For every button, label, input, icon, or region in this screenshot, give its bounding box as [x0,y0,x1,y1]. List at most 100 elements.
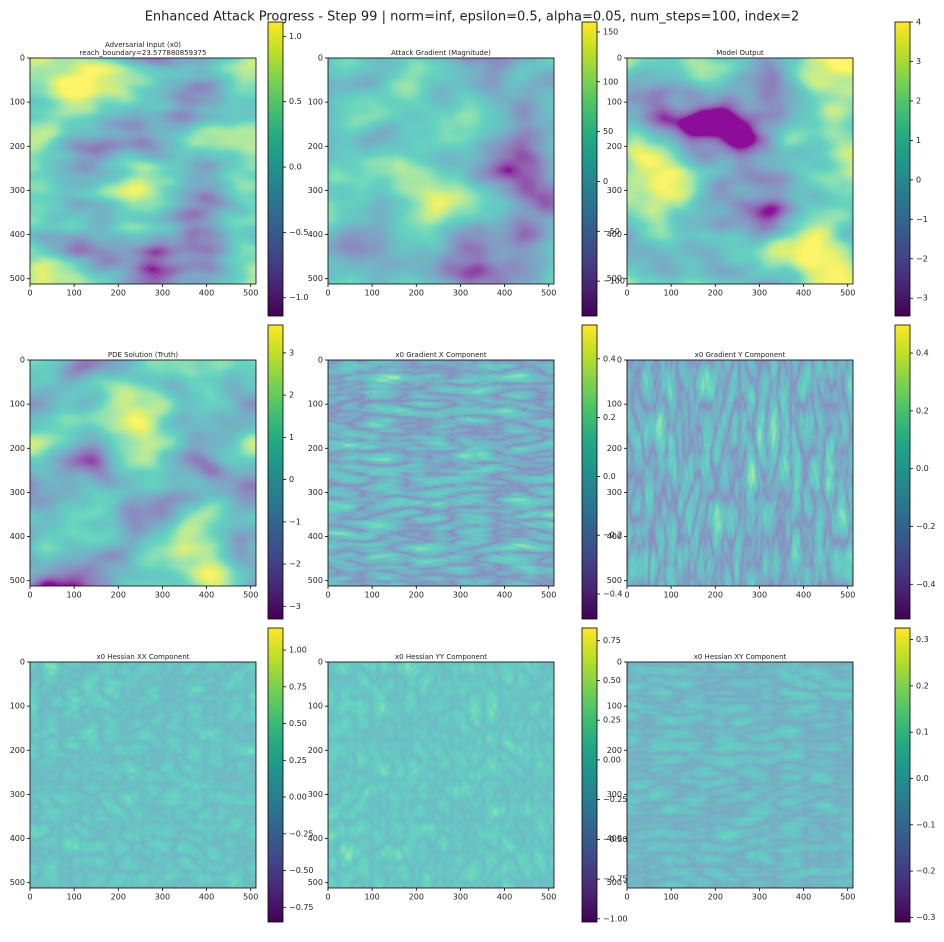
y-tick-label: 400 [10,532,25,541]
colorbar-tick-label: 0.50 [289,719,307,728]
colorbar [581,324,598,620]
colorbar-tick-label: 50 [603,127,613,136]
colorbar-tick-label: 0.1 [916,728,929,737]
x-tick-label: 0 [27,289,32,298]
colorbar-tick-label: 0.2 [916,406,929,415]
colorbar-tick-label: −1 [289,517,301,526]
y-tick-label: 100 [607,702,622,711]
colorbar-tick-label: −1 [916,215,928,224]
y-tick-label: 0 [617,54,622,63]
y-tick-label: 400 [607,834,622,843]
x-tick-label: 200 [409,289,424,298]
y-tick-label: 500 [308,878,323,887]
panel-title: PDE Solution (Truth) [108,351,178,359]
x-tick-label: 0 [325,591,330,600]
y-tick-label: 400 [607,230,622,239]
x-tick-label: 400 [199,591,214,600]
colorbar-tick-label: 0.00 [289,793,307,802]
axes-frame [626,661,854,889]
colorbar [581,21,598,317]
y-tick-label: 400 [308,532,323,541]
y-tick-label: 300 [607,186,622,195]
y-tick-label: 100 [10,98,25,107]
colorbar-tick-label: −0.5 [289,228,308,237]
x-tick-label: 200 [409,893,424,902]
y-tick-label: 400 [308,230,323,239]
colorbar-tick-label: −3 [289,602,301,611]
heatmap-image [627,360,853,586]
x-tick-label: 500 [840,591,855,600]
x-tick-label: 500 [243,289,258,298]
colorbar [894,324,911,620]
colorbar-tick-label: −50 [603,227,620,236]
axes-frame [29,661,257,889]
x-tick-label: 400 [796,289,811,298]
colorbar-tick-label: −0.50 [289,866,314,875]
colorbar-tick-label: 1 [916,136,921,145]
y-tick-label: 500 [607,274,622,283]
colorbar-tick-label: 0.50 [603,676,621,685]
panel-title: Attack Gradient (Magnitude) [391,49,491,57]
y-tick-label: 200 [607,444,622,453]
y-tick-label: 400 [607,532,622,541]
y-tick-label: 500 [607,878,622,887]
colorbar-tick-label: −0.3 [916,913,935,922]
colorbar-tick-label: 0.00 [603,755,621,764]
axes-frame [29,359,257,587]
colorbar-tick-label: −0.75 [603,875,628,884]
y-tick-label: 500 [10,274,25,283]
colorbar-tick-label: 3 [289,348,294,357]
y-tick-label: 0 [617,658,622,667]
colorbar-tick-label: −0.2 [916,867,935,876]
colorbar-tick-label: 0.4 [916,349,929,358]
y-tick-label: 100 [308,702,323,711]
y-tick-label: 500 [308,274,323,283]
x-tick-label: 100 [365,591,380,600]
x-tick-label: 0 [27,893,32,902]
y-tick-label: 300 [308,186,323,195]
colorbar-tick-label: −1.0 [289,293,308,302]
colorbar-tick-label: −0.25 [603,795,628,804]
x-tick-label: 400 [497,289,512,298]
panel-title: x0 Hessian XX Component [96,653,189,661]
panel-title: Adversarial Input (x0) [105,41,181,49]
figure-title: Enhanced Attack Progress - Step 99 | nor… [145,10,800,25]
heatmap-image [30,360,256,586]
axes-frame [626,359,854,587]
x-tick-label: 300 [453,289,468,298]
panel-title: Model Output [716,49,764,57]
panel-title: x0 Hessian XY Component [694,653,787,661]
y-tick-label: 0 [20,356,25,365]
x-tick-label: 300 [453,893,468,902]
y-tick-label: 100 [10,702,25,711]
heatmap-image [627,662,853,888]
x-tick-label: 100 [67,591,82,600]
y-tick-label: 0 [318,658,323,667]
y-tick-label: 200 [308,444,323,453]
x-tick-label: 400 [497,591,512,600]
colorbar-tick-label: 0 [603,177,608,186]
x-tick-label: 100 [664,289,679,298]
y-tick-label: 500 [308,576,323,585]
colorbar-tick-label: 1.0 [289,32,302,41]
heatmap-image [328,662,554,888]
x-tick-label: 300 [453,591,468,600]
x-tick-label: 300 [155,289,170,298]
x-tick-label: 500 [243,591,258,600]
y-tick-label: 0 [20,54,25,63]
axes-frame [327,359,555,587]
x-tick-label: 500 [840,289,855,298]
colorbar-tick-label: −0.25 [289,829,314,838]
colorbar-tick-label: 0.0 [603,472,616,481]
y-tick-label: 500 [607,576,622,585]
colorbar-tick-label: 0.25 [603,716,621,725]
x-tick-label: 500 [541,893,556,902]
colorbar [894,21,911,317]
x-tick-label: 300 [752,591,767,600]
